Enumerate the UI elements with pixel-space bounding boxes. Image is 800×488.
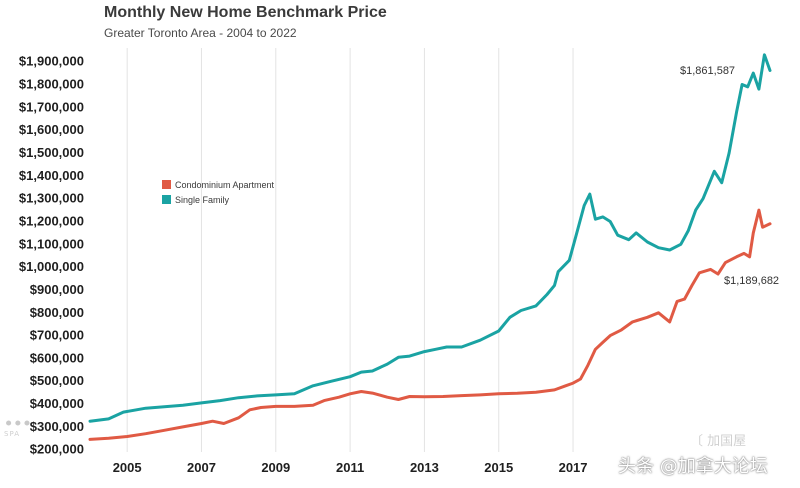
chart-series	[88, 53, 772, 441]
chart-grid	[126, 48, 574, 452]
series-line-single	[88, 53, 772, 423]
legend-label-single: Single Family	[175, 195, 230, 205]
y-tick-label: $700,000	[30, 328, 84, 343]
chart-legend: Condominium Apartment Single Family	[162, 180, 275, 205]
watermark-wechat: 〔 加国屋	[690, 434, 747, 449]
y-tick-label: $600,000	[30, 350, 84, 365]
y-tick-label: $1,300,000	[19, 191, 84, 206]
watermark-left-small: SPA	[4, 430, 21, 438]
legend-swatch-single	[162, 195, 171, 204]
x-axis: 2005 2007 2009 2011 2013 2015 2017	[113, 460, 588, 475]
x-tick-label: 2011	[336, 460, 364, 475]
x-tick-label: 2009	[261, 460, 290, 475]
y-tick-label: $1,800,000	[19, 77, 84, 92]
single-family-end-label: $1,861,587	[680, 65, 735, 77]
x-tick-label: 2015	[484, 460, 513, 475]
x-tick-label: 2013	[410, 460, 439, 475]
legend-swatch-condo	[162, 180, 171, 189]
y-tick-label: $1,900,000	[19, 54, 84, 69]
y-tick-label: $1,000,000	[19, 259, 84, 274]
watermark-left-icons: ⚫︎⚫︎⚫︎	[4, 417, 32, 430]
y-tick-label: $500,000	[30, 373, 84, 388]
legend-label-condo: Condominium Apartment	[175, 180, 275, 190]
watermark-left: ⚫︎⚫︎⚫︎ SPA	[4, 418, 32, 440]
condo-end-label: $1,189,682	[724, 275, 779, 287]
series-line-condo	[88, 208, 772, 441]
y-tick-label: $1,200,000	[19, 213, 84, 228]
y-tick-label: $300,000	[30, 419, 84, 434]
y-tick-label: $400,000	[30, 396, 84, 411]
x-tick-label: 2005	[113, 460, 142, 475]
x-tick-label: 2007	[187, 460, 216, 475]
chart-subtitle: Greater Toronto Area - 2004 to 2022	[104, 26, 297, 40]
y-tick-label: $1,500,000	[19, 145, 84, 160]
y-tick-label: $1,600,000	[19, 122, 84, 137]
y-tick-label: $800,000	[30, 305, 84, 320]
x-tick-label: 2017	[559, 460, 588, 475]
watermark-toutiao: 头条 @加拿大论坛	[618, 456, 768, 477]
y-tick-label: $1,400,000	[19, 168, 84, 183]
y-tick-label: $900,000	[30, 282, 84, 297]
y-tick-label: $200,000	[30, 442, 84, 457]
y-tick-label: $1,100,000	[19, 236, 84, 251]
chart-title: Monthly New Home Benchmark Price	[104, 4, 387, 21]
y-axis: $200,000 $300,000 $400,000 $500,000 $600,000…	[19, 54, 84, 457]
y-tick-label: $1,700,000	[19, 99, 84, 114]
